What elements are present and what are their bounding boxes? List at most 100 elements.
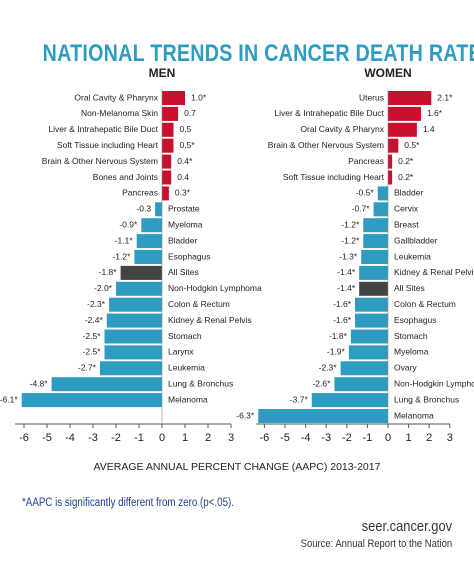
women-bar [340,361,388,376]
men-category-label: Melanoma [168,394,208,404]
men-value-label: 1.0* [191,92,207,102]
men-x-tick-label: -2 [111,432,121,444]
page-title: NATIONAL TRENDS IN CANCER DEATH RATES [42,40,474,67]
men-value-label: -1.2* [112,251,131,261]
men-bar [162,122,174,137]
men-value-label: 0.7 [184,108,196,118]
women-category-label: Gallbladder [394,235,438,245]
women-bar [373,202,388,217]
men-category-label: Oral Cavity & Pharynx [74,92,158,102]
men-value-label: -2.4* [85,315,104,325]
women-category-label: Colon & Rectum [394,299,456,309]
women-x-tick-label: 0 [385,432,391,444]
men-value-label: -1.1* [115,235,134,245]
men-x-tick-label: 2 [205,432,211,444]
women-x-tick-label: -2 [342,432,352,444]
women-value-label: -1.2* [341,219,360,229]
women-bar [388,170,393,185]
men-bar [21,393,163,408]
women-value-label: -6.3* [236,410,255,420]
men-category-label: All Sites [168,267,199,277]
men-panel-title: MEN [149,66,176,80]
women-x-tick-label: 2 [426,432,432,444]
women-bar [311,393,388,408]
women-bar [388,106,421,121]
women-value-label: -1.6* [333,299,352,309]
men-bar [162,186,169,201]
women-value-label: -0.5* [356,188,375,198]
women-bar [348,345,388,360]
men-value-label: -6.1* [0,394,18,404]
men-value-label: -0.9* [119,219,138,229]
men-bar [51,377,162,392]
women-value-label: -3.7* [290,394,309,404]
men-value-label: -4.8* [30,378,49,388]
women-x-tick-label: 3 [447,432,453,444]
women-bar [388,91,432,105]
men-bar [162,106,179,121]
women-bar [361,250,388,264]
men-category-label: Esophagus [168,251,211,261]
women-value-label: -1.9* [327,347,346,357]
women-value-label: 0.5* [404,140,420,150]
x-axis-title: AVERAGE ANNUAL PERCENT CHANGE (AAPC) 201… [94,461,381,473]
women-x-tick-label: 1 [406,432,412,444]
men-category-label: Soft Tissue including Heart [57,140,159,150]
men-bar [106,313,162,328]
women-bar [334,377,388,392]
women-category-label: Uterus [359,92,384,102]
men-category-label: Bladder [168,235,197,245]
men-x-tick-label: -1 [134,432,144,444]
women-category-label: Oral Cavity & Pharynx [300,124,384,134]
men-category-label: Stomach [168,331,202,341]
women-value-label: -2.3* [319,363,338,373]
women-category-label: Esophagus [394,315,437,325]
women-value-label: -0.7* [352,204,371,214]
women-value-label: 2.1* [437,92,453,102]
women-category-label: Leukemia [394,251,431,261]
men-value-label: 0.5 [180,124,192,134]
women-value-label: 1.6* [427,108,443,118]
men-x-tick-label: -6 [19,432,29,444]
women-category-label: Melanoma [394,410,434,420]
women-panel-title: WOMEN [364,66,411,80]
women-bar [258,409,388,423]
men-x-tick-label: -5 [42,432,52,444]
men-value-label: -2.5* [83,331,102,341]
women-value-label: -1.4* [337,267,356,277]
men-category-label: Kidney & Renal Pelvis [168,315,252,325]
men-x-tick-label: 3 [228,432,234,444]
women-category-label: Cervix [394,204,419,214]
women-category-label: Bladder [394,188,423,198]
men-bar [120,265,162,280]
men-category-label: Brain & Other Nervous System [42,156,158,166]
men-bar [104,345,162,360]
women-value-label: -1.3* [339,251,358,261]
women-bar [355,313,388,328]
men-value-label: -2.3* [87,299,106,309]
men-bar [162,138,174,153]
men-value-label: -2.0* [94,283,113,293]
men-value-label: -1.8* [99,267,118,277]
men-value-label: -2.7* [78,363,97,373]
men-category-label: Myeloma [168,219,203,229]
women-bar [350,329,388,344]
men-category-label: Non-Hodgkin Lymphoma [168,283,262,293]
men-bar [162,91,185,105]
women-category-label: Ovary [394,363,417,373]
women-x-tick-label: -6 [260,432,270,444]
men-category-label: Larynx [168,347,194,357]
men-bar [116,281,162,296]
women-bar [359,265,388,280]
women-bar [388,154,393,169]
men-x-tick-label: -4 [65,432,75,444]
women-value-label: -1.2* [341,235,360,245]
men-category-label: Colon & Rectum [168,299,230,309]
source-line: Source: Annual Report to the Nation [300,538,452,550]
women-category-label: Lung & Bronchus [394,394,459,404]
women-value-label: -2.6* [312,378,331,388]
women-value-label: 1.4 [423,124,435,134]
men-category-label: Bones and Joints [93,172,158,182]
men-value-label: 0.3* [175,188,191,198]
